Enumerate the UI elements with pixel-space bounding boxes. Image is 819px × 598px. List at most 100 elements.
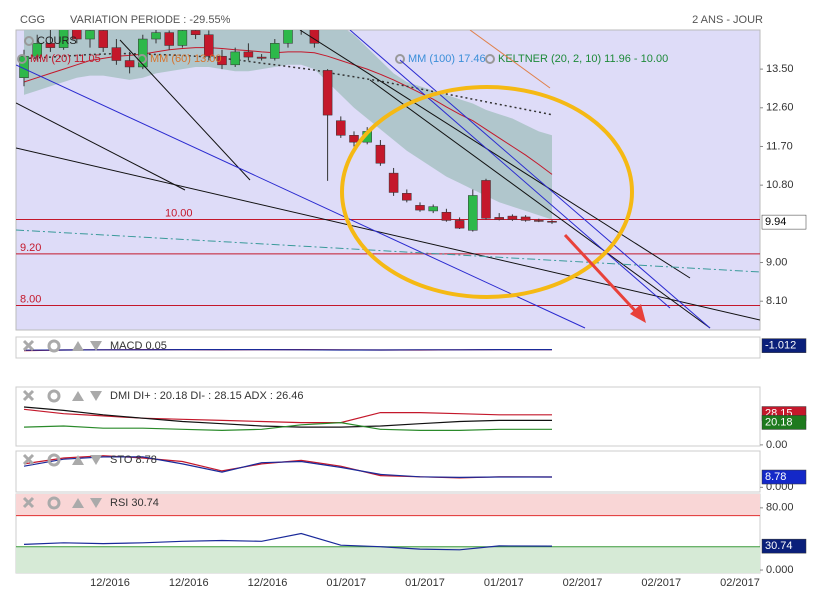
legend-entry: KELTNER (20, 2, 10) 11.96 - 10.00 xyxy=(498,53,668,65)
level-label: 8.00 xyxy=(20,293,41,305)
x-tick-label: 02/2017 xyxy=(641,577,681,589)
legend-settings-icon[interactable] xyxy=(24,36,34,46)
candle-body xyxy=(58,30,69,48)
candle-body xyxy=(270,43,280,59)
move-up-icon[interactable] xyxy=(72,391,84,401)
indicator-line xyxy=(23,408,552,424)
candle-body xyxy=(534,220,544,222)
legend-settings-icon[interactable] xyxy=(485,54,495,64)
candle-body xyxy=(111,47,122,61)
candle-body xyxy=(402,193,412,201)
current-value-box xyxy=(761,338,807,353)
candle-body xyxy=(297,22,306,28)
legend-entry: COURS xyxy=(37,35,77,47)
x-tick-label: 02/2017 xyxy=(563,577,603,589)
panel-tools xyxy=(22,389,102,403)
keltner-band xyxy=(24,30,552,220)
panel-tools xyxy=(22,496,102,510)
x-tick-label: 02/2017 xyxy=(720,577,760,589)
trend-line xyxy=(349,30,671,309)
x-tick-label: 01/2017 xyxy=(405,577,445,589)
legend-entry: MM (20) 11.05 xyxy=(30,53,101,65)
x-tick-label: 12/2016 xyxy=(248,577,288,589)
main-plot xyxy=(16,22,760,307)
move-down-icon[interactable] xyxy=(90,341,102,351)
panel-tools xyxy=(22,453,102,467)
candle-body xyxy=(98,30,108,48)
candle-body xyxy=(138,38,148,68)
close-icon[interactable] xyxy=(22,339,35,352)
trend-line xyxy=(16,229,760,273)
zone xyxy=(16,494,760,516)
current-value-label: 20.18 xyxy=(765,416,793,428)
candle-body xyxy=(507,215,518,220)
candle-body xyxy=(349,135,359,143)
arrow xyxy=(563,233,642,318)
candle-body xyxy=(217,55,227,66)
y-tick-label: 13.50 xyxy=(766,63,794,75)
level-label: 10.00 xyxy=(165,207,193,219)
indicator-line xyxy=(23,532,553,551)
trend-line xyxy=(469,30,551,89)
candle-body xyxy=(375,144,386,164)
close-icon[interactable] xyxy=(22,389,35,402)
arrow-head xyxy=(630,304,646,323)
y-tick-label: 80.00 xyxy=(766,502,794,514)
chart-period: 2 ANS - JOUR xyxy=(692,14,763,26)
settings-icon[interactable] xyxy=(47,496,61,510)
zone xyxy=(16,546,760,573)
candle-body xyxy=(283,30,293,44)
legend-settings-icon[interactable] xyxy=(17,54,27,64)
move-down-icon[interactable] xyxy=(90,498,102,508)
candle-body xyxy=(85,30,95,40)
y-tick-label: 8.10 xyxy=(766,295,787,307)
x-tick-label: 01/2017 xyxy=(484,577,524,589)
y-tick-label: 0.00 xyxy=(766,439,787,451)
indicator-title: MACD 0.05 xyxy=(110,340,167,352)
legend-settings-icon[interactable] xyxy=(395,54,405,64)
move-up-icon[interactable] xyxy=(72,498,84,508)
close-icon[interactable] xyxy=(22,496,35,509)
settings-icon[interactable] xyxy=(47,453,61,467)
move-up-icon[interactable] xyxy=(72,455,84,465)
candle-body xyxy=(322,70,333,116)
candle-body xyxy=(468,195,478,231)
candle-body xyxy=(256,56,267,59)
trend-line xyxy=(16,147,760,321)
candle-body xyxy=(494,217,504,220)
trend-line xyxy=(399,59,711,329)
trend-lines xyxy=(16,30,760,329)
move-down-icon[interactable] xyxy=(90,455,102,465)
legend-entry: MM (100) 17.46 xyxy=(408,53,486,65)
y-tick-label: 11.70 xyxy=(766,140,793,152)
candle-body xyxy=(190,30,201,35)
chart-subtitle: VARIATION PERIODE : -29.55% xyxy=(70,14,231,26)
x-tick-label: 01/2017 xyxy=(326,577,366,589)
current-value-box xyxy=(761,469,807,485)
settings-icon[interactable] xyxy=(47,339,61,353)
candle-body xyxy=(177,30,188,46)
candle-body xyxy=(124,60,135,68)
candle-body xyxy=(520,216,531,221)
candle-body xyxy=(164,32,174,46)
settings-icon[interactable] xyxy=(47,389,61,403)
x-tick-label: 12/2016 xyxy=(169,577,209,589)
move-up-icon[interactable] xyxy=(72,341,84,351)
panel-tools xyxy=(22,339,102,353)
candle-body xyxy=(415,205,425,211)
y-tick-label: 9.00 xyxy=(766,256,787,268)
candle-body xyxy=(45,43,56,48)
trend-line xyxy=(16,102,186,191)
candle-body xyxy=(32,43,42,57)
y-tick-label: 0.000 xyxy=(766,564,794,576)
move-down-icon[interactable] xyxy=(90,391,102,401)
current-value-box xyxy=(761,538,807,554)
candle-body xyxy=(336,120,346,136)
indicator-title: DMI DI+ : 20.18 DI- : 28.15 ADX : 26.46 xyxy=(110,390,304,402)
candle-body xyxy=(230,51,240,66)
close-icon[interactable] xyxy=(22,453,35,466)
candle-body xyxy=(454,220,465,229)
indicator-title: RSI 30.74 xyxy=(110,497,159,509)
indicator-line xyxy=(23,421,552,432)
